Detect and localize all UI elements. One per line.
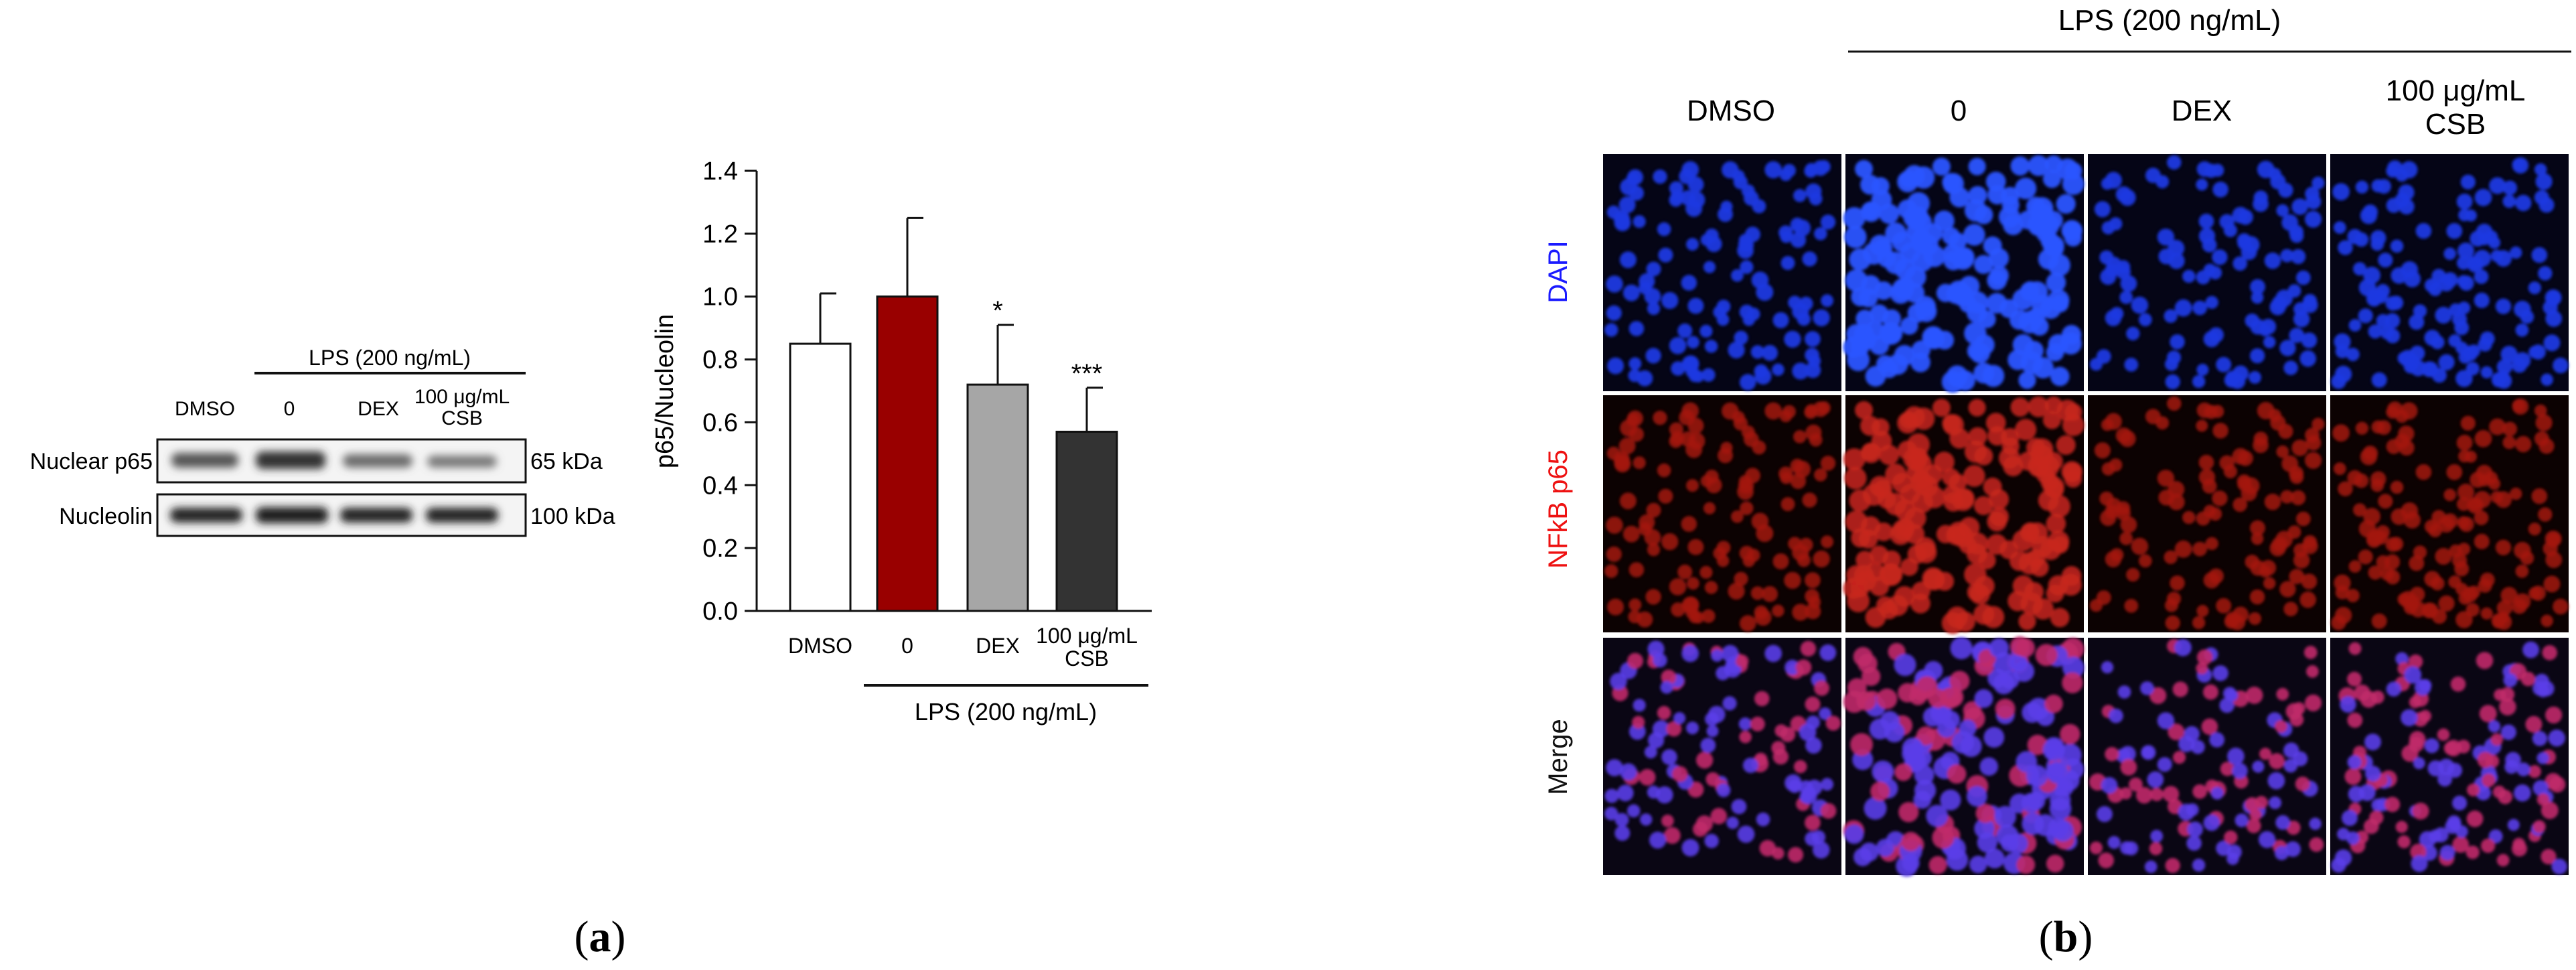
bar-1 xyxy=(876,295,939,612)
blot-row-label-p65: Nuclear p65 xyxy=(30,449,153,474)
if-image-merge-0 xyxy=(1843,636,2085,877)
if-image-nfkb-0 xyxy=(1843,395,2085,634)
significance-label: *** xyxy=(1071,359,1103,389)
if-col-dex: DEX xyxy=(2172,94,2232,127)
blot-lane-csb-dose: 100 μg/mL xyxy=(414,386,510,408)
if-col-0: 0 xyxy=(1951,94,1967,127)
bar-3 xyxy=(1055,431,1118,612)
if-panel: LPS (200 ng/mL) DMSO 0 DEX 100 μg/mL CSB… xyxy=(1543,4,2571,877)
if-image-dapi-0 xyxy=(1843,154,2085,393)
if-image-dapi-dmso xyxy=(1603,154,1841,391)
x-tick-label: CSB xyxy=(1065,646,1109,671)
x-tick-label: 100 μg/mL xyxy=(1036,624,1138,648)
x-tick-label: DEX xyxy=(976,634,1020,658)
if-row-label-dapi: DAPI xyxy=(1543,240,1573,303)
if-lps-label: LPS (200 ng/mL) xyxy=(2058,4,2281,37)
y-tick-label: 0.6 xyxy=(702,409,738,437)
bar-2 xyxy=(966,383,1029,612)
bar-0 xyxy=(789,342,852,612)
western-blot: LPS (200 ng/mL) DMSO 0 DEX 100 μg/mL CSB… xyxy=(30,346,615,537)
if-row-label-merge: Merge xyxy=(1543,719,1573,794)
bar-chart: 0.00.20.40.60.81.01.21.4 **** DMSO 0 DEX 10… xyxy=(651,157,1152,725)
blot-lps-label: LPS (200 ng/mL) xyxy=(309,346,471,370)
if-image-nfkb-dmso xyxy=(1603,395,1841,632)
panel-b-label: (b) xyxy=(2039,912,2093,961)
if-image-nfkb-csb xyxy=(2330,395,2569,632)
blot-lane-0: 0 xyxy=(284,398,295,420)
blot-nucleolin-bands xyxy=(170,507,498,523)
x-tick-label: DMSO xyxy=(788,634,852,658)
y-tick-label: 0.0 xyxy=(702,598,738,626)
if-image-merge-dex xyxy=(2088,638,2326,875)
y-tick-label: 0.2 xyxy=(702,535,738,563)
y-axis-title: p65/Nucleolin xyxy=(651,314,679,468)
if-image-nfkb-dex xyxy=(2088,395,2326,632)
if-col-dmso: DMSO xyxy=(1687,94,1775,127)
blot-size-p65: 65 kDa xyxy=(530,449,603,474)
bar-lps-label: LPS (200 ng/mL) xyxy=(915,698,1097,725)
y-tick-label: 1.0 xyxy=(702,283,738,311)
blot-p65-bands xyxy=(171,452,497,469)
if-image-merge-csb xyxy=(2330,638,2569,875)
if-image-merge-dmso xyxy=(1603,638,1841,875)
if-row-label-nfkb: NFkB p65 xyxy=(1543,449,1573,569)
blot-lane-dmso: DMSO xyxy=(175,398,235,420)
blot-row-label-nucleolin: Nucleolin xyxy=(59,504,153,529)
y-tick-label: 0.4 xyxy=(702,472,738,500)
panel-a-label: (a) xyxy=(575,912,626,961)
if-image-dapi-dex xyxy=(2088,154,2326,391)
if-col-csb-dose: 100 μg/mL xyxy=(2386,74,2526,107)
if-col-csb-name: CSB xyxy=(2425,108,2486,141)
blot-lane-csb-name: CSB xyxy=(441,407,483,429)
y-tick-label: 1.2 xyxy=(702,220,738,249)
y-tick-label: 0.8 xyxy=(702,346,738,374)
blot-lane-dex: DEX xyxy=(358,398,399,420)
blot-size-nucleolin: 100 kDa xyxy=(530,504,615,529)
x-tick-label: 0 xyxy=(901,634,913,658)
significance-label: * xyxy=(992,296,1003,326)
if-image-dapi-csb xyxy=(2330,154,2569,391)
y-tick-label: 1.4 xyxy=(702,157,738,186)
